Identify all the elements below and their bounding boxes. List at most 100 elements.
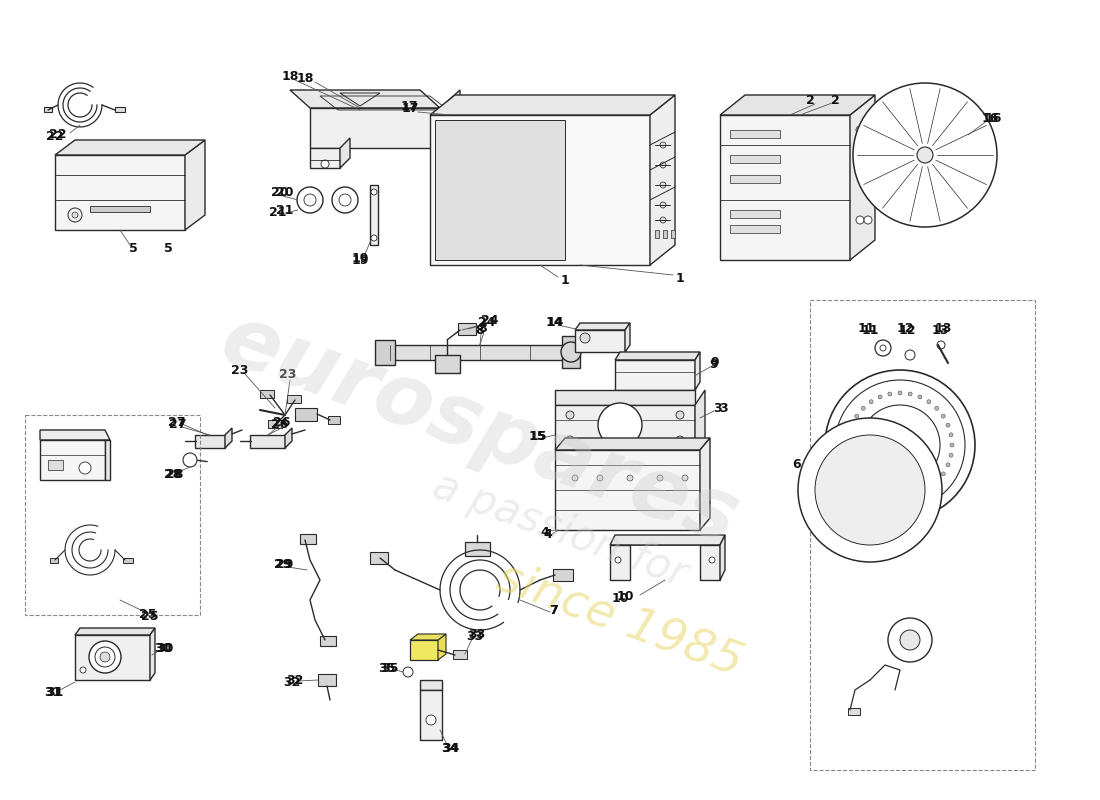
Polygon shape (290, 90, 440, 108)
Polygon shape (575, 323, 630, 330)
Circle shape (937, 341, 945, 349)
Text: 4: 4 (543, 529, 552, 542)
Text: 34: 34 (442, 742, 460, 755)
Text: 8: 8 (478, 322, 487, 335)
Text: 10: 10 (616, 590, 634, 603)
Circle shape (710, 557, 715, 563)
Polygon shape (310, 108, 440, 148)
Text: 27: 27 (168, 415, 186, 429)
Text: 28: 28 (164, 469, 182, 482)
Circle shape (880, 345, 886, 351)
Circle shape (339, 194, 351, 206)
Circle shape (905, 350, 915, 360)
Circle shape (950, 443, 954, 447)
Bar (730, 155, 780, 163)
Polygon shape (700, 438, 710, 530)
Text: 13: 13 (932, 323, 948, 337)
Polygon shape (420, 680, 442, 690)
Circle shape (660, 202, 666, 208)
Text: 26: 26 (272, 418, 288, 430)
Text: 20: 20 (272, 186, 288, 199)
Circle shape (598, 403, 642, 447)
Text: 23: 23 (279, 369, 297, 382)
Polygon shape (250, 435, 285, 448)
Circle shape (660, 142, 666, 148)
Bar (300, 534, 316, 544)
Text: 8: 8 (475, 323, 484, 337)
Polygon shape (40, 430, 110, 440)
Circle shape (682, 475, 688, 481)
Bar (123, 558, 133, 563)
Polygon shape (340, 138, 350, 168)
Text: 21: 21 (270, 206, 287, 219)
Circle shape (297, 187, 323, 213)
Text: 23: 23 (231, 363, 249, 377)
Circle shape (825, 370, 975, 520)
Circle shape (949, 453, 953, 457)
Text: 28: 28 (166, 467, 184, 481)
Bar (48, 460, 63, 470)
Bar (434, 355, 460, 373)
Text: 6: 6 (793, 458, 801, 471)
Circle shape (869, 486, 873, 490)
Circle shape (100, 652, 110, 662)
Circle shape (597, 475, 603, 481)
Text: 25: 25 (141, 610, 158, 622)
Circle shape (888, 618, 932, 662)
Circle shape (860, 405, 940, 485)
Bar (848, 708, 860, 715)
Circle shape (371, 235, 377, 241)
Circle shape (572, 475, 578, 481)
Text: 32: 32 (284, 675, 300, 689)
Text: 12: 12 (899, 323, 915, 337)
Text: 22: 22 (50, 129, 67, 142)
Circle shape (917, 147, 933, 163)
Circle shape (815, 435, 925, 545)
Text: 33: 33 (466, 630, 484, 642)
Polygon shape (650, 95, 675, 265)
Text: 35: 35 (382, 662, 398, 674)
Text: 29: 29 (274, 558, 292, 570)
Circle shape (835, 380, 965, 510)
Polygon shape (720, 535, 725, 580)
Text: 9: 9 (710, 358, 718, 371)
Bar (370, 552, 388, 564)
Circle shape (72, 212, 78, 218)
Text: 26: 26 (273, 415, 290, 429)
Polygon shape (556, 405, 695, 450)
Circle shape (847, 453, 851, 457)
Circle shape (869, 400, 873, 404)
Circle shape (561, 342, 581, 362)
Circle shape (935, 406, 938, 410)
Text: 7: 7 (549, 603, 558, 617)
Text: 1: 1 (561, 274, 570, 286)
Polygon shape (40, 440, 104, 480)
Polygon shape (285, 428, 292, 448)
Text: 2: 2 (830, 94, 839, 106)
Circle shape (878, 395, 882, 399)
Circle shape (949, 433, 953, 437)
Circle shape (798, 418, 942, 562)
Polygon shape (104, 440, 110, 480)
Bar (663, 230, 667, 238)
Text: 17: 17 (402, 102, 419, 114)
Polygon shape (195, 435, 226, 448)
Polygon shape (75, 628, 155, 635)
Text: 33: 33 (469, 629, 485, 642)
Polygon shape (556, 438, 710, 450)
Polygon shape (440, 90, 460, 148)
Circle shape (304, 194, 316, 206)
Circle shape (864, 216, 872, 224)
Text: 19: 19 (351, 254, 369, 267)
Circle shape (657, 475, 663, 481)
Polygon shape (430, 115, 650, 265)
Polygon shape (310, 148, 340, 168)
Bar (260, 390, 274, 398)
Polygon shape (720, 115, 850, 260)
Circle shape (676, 436, 684, 444)
Text: 15: 15 (529, 430, 547, 443)
Bar (318, 674, 336, 686)
Polygon shape (720, 95, 874, 115)
Circle shape (332, 187, 358, 213)
Text: since 1985: since 1985 (491, 554, 749, 686)
